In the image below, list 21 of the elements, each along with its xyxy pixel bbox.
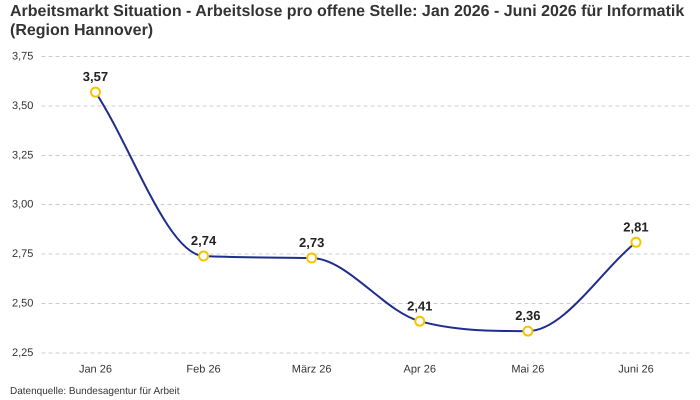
y-tick-label: 2,50 [12, 297, 34, 310]
x-tick-label: Feb 26 [186, 363, 221, 376]
x-tick-label: Apr 26 [404, 363, 436, 376]
y-tick-label: 3,50 [12, 100, 34, 112]
y-tick-label: 3,00 [12, 198, 34, 211]
text: Datenquelle: Bundesagentur für Arbeit [9, 386, 181, 398]
chart-title: Arbeitsmarkt Situation - Arbeitslose pro offene Stelle: Jan 2026 - Juni 2026 für Informatik (Region Hannover) [9, 2, 686, 41]
x-tick-label: Mai 26 [511, 363, 544, 376]
data-label: 2,41 [407, 298, 432, 314]
data-label: 2,73 [299, 235, 324, 250]
y-tick-label: 3,75 [12, 50, 34, 63]
data-label: 2,81 [623, 219, 649, 234]
x-tick-label: Jan 26 [78, 363, 112, 376]
data-label: 2,36 [515, 308, 541, 324]
y-tick-label: 2,75 [12, 248, 34, 260]
data-label: 2,74 [190, 233, 217, 248]
data-label: 3,57 [82, 69, 108, 84]
y-tick-label: 3,25 [12, 149, 34, 162]
x-tick-label: März 26 [292, 363, 332, 376]
y-tick-label: 2,25 [12, 346, 34, 359]
x-tick-label: Juni 26 [618, 363, 654, 376]
